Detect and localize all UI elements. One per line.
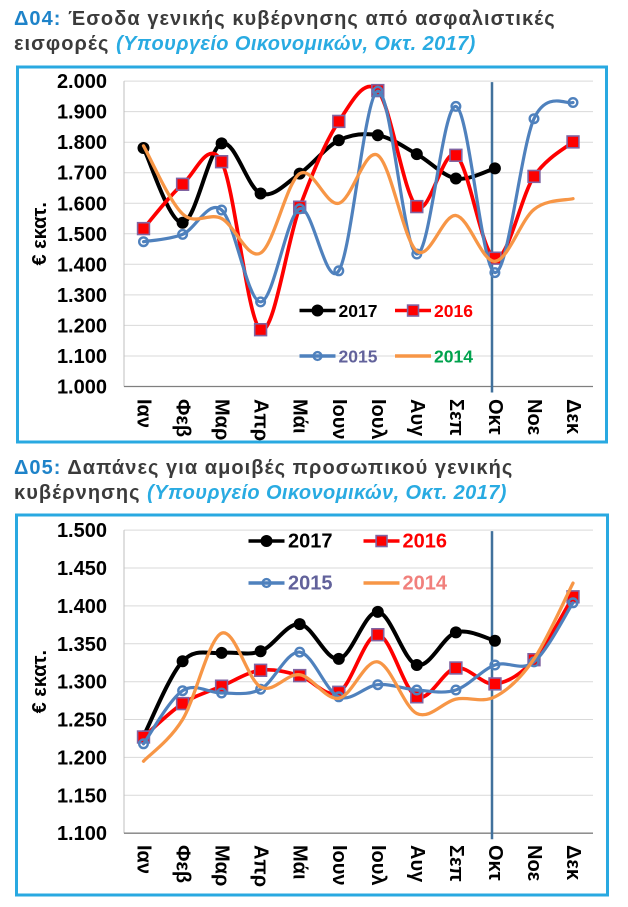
svg-text:1.300: 1.300 xyxy=(57,285,107,307)
svg-text:Δ04: Έσοδα γενικής κυβέρνησης: Δ04: Έσοδα γενικής κυβέρνησης από ασφαλι… xyxy=(14,8,556,30)
svg-text:1.800: 1.800 xyxy=(57,132,107,154)
svg-text:Σεπ: Σεπ xyxy=(445,845,467,882)
svg-text:1.100: 1.100 xyxy=(57,823,107,845)
svg-text:Νοε: Νοε xyxy=(523,845,545,882)
svg-text:Φεβ: Φεβ xyxy=(172,399,194,437)
svg-text:1.200: 1.200 xyxy=(57,747,107,769)
svg-text:€ εκατ.: € εκατ. xyxy=(29,202,51,265)
svg-text:1.700: 1.700 xyxy=(57,163,107,185)
svg-text:Μαρ: Μαρ xyxy=(211,845,233,886)
svg-text:Μαρ: Μαρ xyxy=(211,399,233,440)
svg-text:2015: 2015 xyxy=(339,347,378,367)
svg-text:Δεκ: Δεκ xyxy=(562,399,584,435)
svg-text:2016: 2016 xyxy=(434,301,473,321)
svg-text:€ εκατ.: € εκατ. xyxy=(29,650,51,713)
svg-text:1.500: 1.500 xyxy=(57,520,107,542)
svg-text:Μάι: Μάι xyxy=(289,845,311,880)
svg-text:Ιαν: Ιαν xyxy=(133,399,155,428)
svg-text:Ιαν: Ιαν xyxy=(133,845,155,874)
svg-text:2017: 2017 xyxy=(339,301,378,321)
svg-text:Δεκ: Δεκ xyxy=(562,845,584,881)
svg-text:Οκτ: Οκτ xyxy=(484,399,506,435)
svg-text:1.350: 1.350 xyxy=(57,634,107,656)
svg-text:1.100: 1.100 xyxy=(57,346,107,368)
svg-text:Φεβ: Φεβ xyxy=(172,845,194,883)
svg-text:Αυγ: Αυγ xyxy=(406,399,428,437)
svg-text:1.300: 1.300 xyxy=(57,672,107,694)
svg-text:Δ05: Δαπάνες για αμοιβές προσω: Δ05: Δαπάνες για αμοιβές προσωπικού γενι… xyxy=(14,457,513,479)
svg-text:Ιουλ: Ιουλ xyxy=(367,845,389,886)
svg-text:Ιουν: Ιουν xyxy=(328,399,350,440)
svg-text:1.150: 1.150 xyxy=(57,785,107,807)
svg-text:1.200: 1.200 xyxy=(57,315,107,337)
svg-text:1.250: 1.250 xyxy=(57,710,107,732)
svg-text:1.000: 1.000 xyxy=(57,377,107,399)
svg-text:Αυγ: Αυγ xyxy=(406,845,428,883)
svg-text:Σεπ: Σεπ xyxy=(445,399,467,436)
svg-text:2.000: 2.000 xyxy=(57,71,107,93)
svg-text:1.900: 1.900 xyxy=(57,102,107,124)
svg-text:1.450: 1.450 xyxy=(57,558,107,580)
svg-text:2014: 2014 xyxy=(434,347,473,367)
svg-text:2015: 2015 xyxy=(288,573,333,595)
svg-text:2014: 2014 xyxy=(403,573,448,595)
svg-text:Απρ: Απρ xyxy=(250,399,272,441)
svg-text:κυβέρνησης (Υπουργείο Οικονομι: κυβέρνησης (Υπουργείο Οικονομικών, Οκτ. … xyxy=(14,482,507,504)
svg-text:2017: 2017 xyxy=(288,531,333,553)
svg-text:Οκτ: Οκτ xyxy=(484,845,506,881)
svg-text:Ιουλ: Ιουλ xyxy=(367,399,389,440)
svg-text:1.400: 1.400 xyxy=(57,254,107,276)
svg-text:1.500: 1.500 xyxy=(57,224,107,246)
svg-text:Απρ: Απρ xyxy=(250,845,272,887)
svg-text:Νοε: Νοε xyxy=(523,399,545,436)
svg-text:Ιουν: Ιουν xyxy=(328,845,350,886)
svg-text:1.400: 1.400 xyxy=(57,596,107,618)
svg-text:εισφορές (Υπουργείο Οικονομικώ: εισφορές (Υπουργείο Οικονομικών, Οκτ. 20… xyxy=(14,33,476,55)
svg-text:Μάι: Μάι xyxy=(289,399,311,434)
svg-text:1.600: 1.600 xyxy=(57,193,107,215)
svg-text:2016: 2016 xyxy=(403,531,448,553)
